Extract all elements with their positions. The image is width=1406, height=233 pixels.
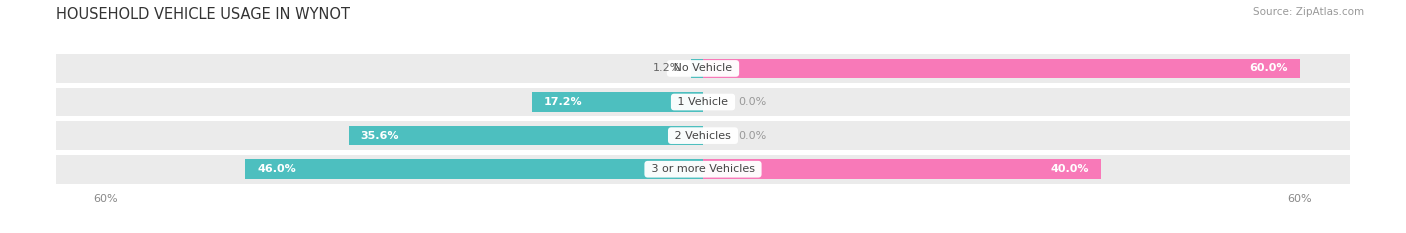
Bar [56, 54, 1350, 83]
Text: 1.2%: 1.2% [652, 63, 681, 73]
Bar [56, 155, 1350, 184]
Text: 17.2%: 17.2% [544, 97, 582, 107]
Bar [56, 121, 1350, 150]
Text: 0.0%: 0.0% [738, 97, 766, 107]
Text: 35.6%: 35.6% [361, 131, 399, 141]
Text: 3 or more Vehicles: 3 or more Vehicles [648, 164, 758, 174]
Bar [703, 159, 1101, 179]
Text: 60.0%: 60.0% [1250, 63, 1288, 73]
Bar [531, 92, 703, 112]
Text: No Vehicle: No Vehicle [671, 63, 735, 73]
Bar [56, 88, 1350, 116]
Text: 46.0%: 46.0% [257, 164, 297, 174]
Text: 1 Vehicle: 1 Vehicle [675, 97, 731, 107]
Text: HOUSEHOLD VEHICLE USAGE IN WYNOT: HOUSEHOLD VEHICLE USAGE IN WYNOT [56, 7, 350, 22]
Text: Source: ZipAtlas.com: Source: ZipAtlas.com [1253, 7, 1364, 17]
Text: 2 Vehicles: 2 Vehicles [671, 131, 735, 141]
Text: 0.0%: 0.0% [738, 131, 766, 141]
Bar [703, 59, 1301, 78]
Bar [692, 59, 703, 78]
Text: 40.0%: 40.0% [1050, 164, 1090, 174]
Bar [349, 126, 703, 145]
Bar [245, 159, 703, 179]
